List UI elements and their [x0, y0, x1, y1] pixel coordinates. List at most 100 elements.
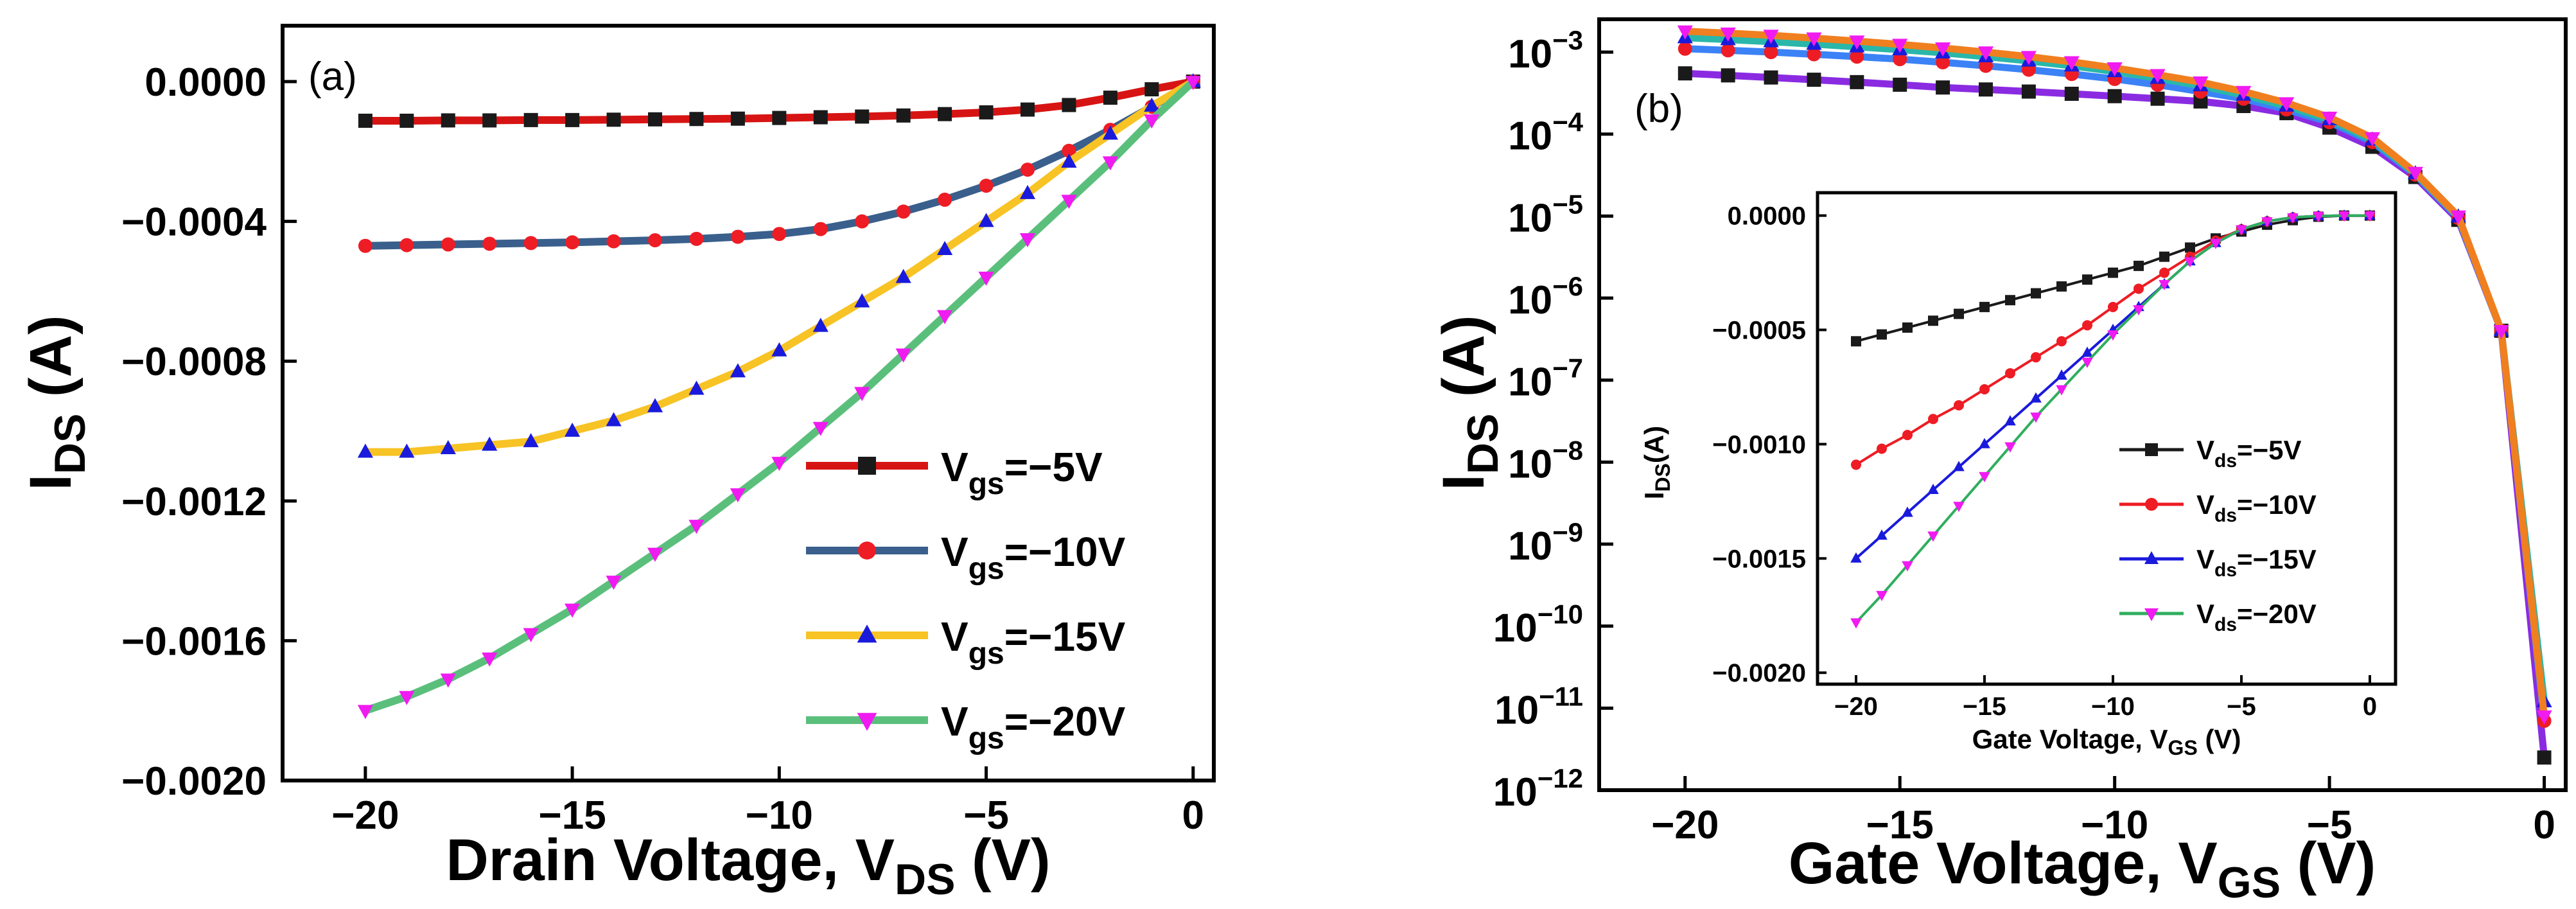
chart-a-series-1-point [523, 112, 538, 127]
chart-b-series-4-point [2107, 62, 2123, 77]
chart-inset: Gate Voltage, VGS (V) IDS(A) −20 −15 −10 −5… [1639, 191, 2397, 759]
chart-a-series-3-point [937, 240, 953, 255]
chart-b-series-group [1677, 25, 2552, 765]
chart-a-series-2-point [1062, 143, 1076, 158]
chart-inset-legend-label-1: Vds=−5V [2196, 435, 2301, 472]
chart-b-series-1-point [1721, 68, 1735, 83]
chart-inset-series-group [1850, 209, 2376, 629]
chart-a-legend-label-2: Vgs=−10V [941, 529, 1126, 586]
chart-a-series-4-point [440, 673, 456, 688]
chart-inset-series-4-point [2081, 357, 2093, 368]
chart-a-series-1-point [1021, 102, 1035, 117]
chart-a-series-3-point [565, 422, 581, 437]
chart-inset-x-tick-label: −5 [2227, 693, 2256, 721]
chart-b-series-1-point [1893, 77, 1907, 92]
chart-a-series-2-point [565, 235, 580, 250]
chart-inset-series-2-point [1928, 414, 1938, 425]
chart-a-series-4-point [1102, 156, 1118, 171]
chart-inset-series-3-point [1850, 552, 1862, 563]
chart-b-x-ticks: −20 −15 −10 −5 0 [1651, 776, 2555, 847]
chart-inset-series-4-point [2261, 217, 2273, 228]
chart-b-series-4-point [1763, 30, 1779, 44]
chart-a-series-3-point [730, 363, 746, 378]
chart-a-series-2-point [399, 238, 414, 252]
chart-b-series-1-point [1936, 80, 1950, 95]
chart-a-series-3-point [895, 269, 911, 283]
chart-inset-legend-label-2: Vds=−10V [2196, 490, 2317, 526]
chart-a-y-tick-label: −0.0008 [121, 340, 267, 384]
chart-b-series-4-point [2150, 69, 2166, 84]
chart-a-series-4-point [854, 387, 870, 402]
chart-a-series-2-point [772, 227, 787, 242]
chart-a-series-2-point [482, 236, 497, 251]
chart-inset-ylabel: IDS(A) [1639, 426, 1674, 499]
chart-b-xlabel: Gate Voltage, VGS (V) [1789, 831, 2376, 907]
chart-a-series-3-point [1102, 125, 1118, 140]
chart-a-series-3-point [1061, 153, 1077, 168]
chart-inset-legend-marker-3 [2144, 551, 2159, 564]
chart-a-series-1-point [606, 112, 621, 127]
chart-a-legend: Vgs=−5V Vgs=−10V Vgs=−15V Vgs=−20V [806, 444, 1126, 755]
chart-b-series-1-point [1979, 82, 1993, 97]
chart-a-series-1-point [689, 112, 704, 127]
chart-inset-y-ticks: 0.0000 −0.0005 −0.0010 −0.0015 −0.0020 [1712, 202, 1827, 687]
chart-a-series-3-point [357, 443, 373, 458]
chart-a-series-4-point [895, 348, 911, 363]
chart-inset-x-tick-label: −20 [1834, 693, 1878, 721]
chart-b-series-4-point [2536, 710, 2552, 725]
chart-a-series-2-point [523, 236, 538, 251]
chart-inset-x-tick-label: −10 [2091, 693, 2135, 721]
chart-b-series-2-point [1721, 43, 1735, 58]
chart-inset-series-4-point [1902, 561, 1913, 572]
chart-a-series-2-point [358, 238, 372, 253]
chart-a-series-2-point [813, 222, 828, 236]
chart-a-legend-label-3: Vgs=−15V [941, 613, 1126, 671]
chart-b-series-2-point [1936, 55, 1950, 70]
chart-inset-series-4-point [2364, 211, 2376, 222]
chart-a-series-1-point [730, 111, 745, 126]
chart-b-x-tick-label: 0 [2533, 803, 2555, 847]
chart-a-series-4-point [647, 547, 663, 562]
chart-a-x-tick-label: −20 [331, 793, 399, 838]
chart-a-series-group [357, 73, 1201, 719]
chart-inset-legend-label-3: Vds=−15V [2196, 544, 2317, 581]
chart-b-series-1-point [2193, 94, 2208, 109]
chart-b-series-1-point [2150, 91, 2165, 106]
chart-a-series-4-point [1061, 195, 1077, 209]
chart-inset-series-4-point [1927, 531, 1939, 542]
chart-a-series-1-point [565, 112, 580, 127]
chart-a-series-1-point [1103, 91, 1117, 105]
chart-a-series-4-point [688, 520, 705, 534]
chart-b-y-tick-label: 10−7 [1508, 353, 1583, 405]
chart-inset-series-4-point [2133, 305, 2144, 316]
chart-a-series-2-point [606, 234, 621, 249]
chart-b-series-4-point [2364, 132, 2381, 146]
chart-a-x-ticks: −20 −15 −10 −5 0 [331, 766, 1204, 838]
chart-b-y-tick-label: 10−3 [1508, 25, 1583, 76]
chart-b-series-4-point [2193, 76, 2209, 91]
chart-b-series-4-point [2020, 51, 2037, 66]
chart-a-series-3-point [606, 412, 622, 427]
chart-inset-series-2-point [2082, 320, 2092, 331]
chart-inset-legend-marker-2 [2145, 498, 2158, 511]
chart-inset-series-3-point [2030, 392, 2042, 403]
chart-inset-series-1-point [2134, 260, 2144, 271]
chart-b-series-4-point [2450, 210, 2466, 225]
chart-a-series-1-point [938, 107, 952, 121]
chart-a-series-4-point [399, 691, 415, 705]
chart-b-series-2-point [1764, 45, 1778, 60]
chart-b-series-2-point [1678, 41, 1692, 56]
chart-inset-series-2-point [2108, 301, 2118, 312]
chart-b-series-2-point [1850, 49, 1864, 64]
chart-inset-series-4-point [2236, 225, 2247, 236]
chart-a-series-4-point [812, 421, 828, 436]
chart-b-x-tick-label: −10 [2081, 803, 2148, 847]
chart-inset-series-2-point [1902, 430, 1913, 441]
chart-inset-legend-label-4: Vds=−20V [2196, 599, 2317, 635]
chart-a-series-1-point [358, 113, 372, 128]
chart-b-panel-label: (b) [1634, 87, 1683, 131]
chart-b-series-4-point [1849, 35, 1865, 50]
chart-inset-y-tick-label: −0.0015 [1712, 545, 1806, 573]
chart-a-legend-marker-2 [858, 542, 876, 560]
chart-inset-series-1-point [2005, 295, 2015, 306]
